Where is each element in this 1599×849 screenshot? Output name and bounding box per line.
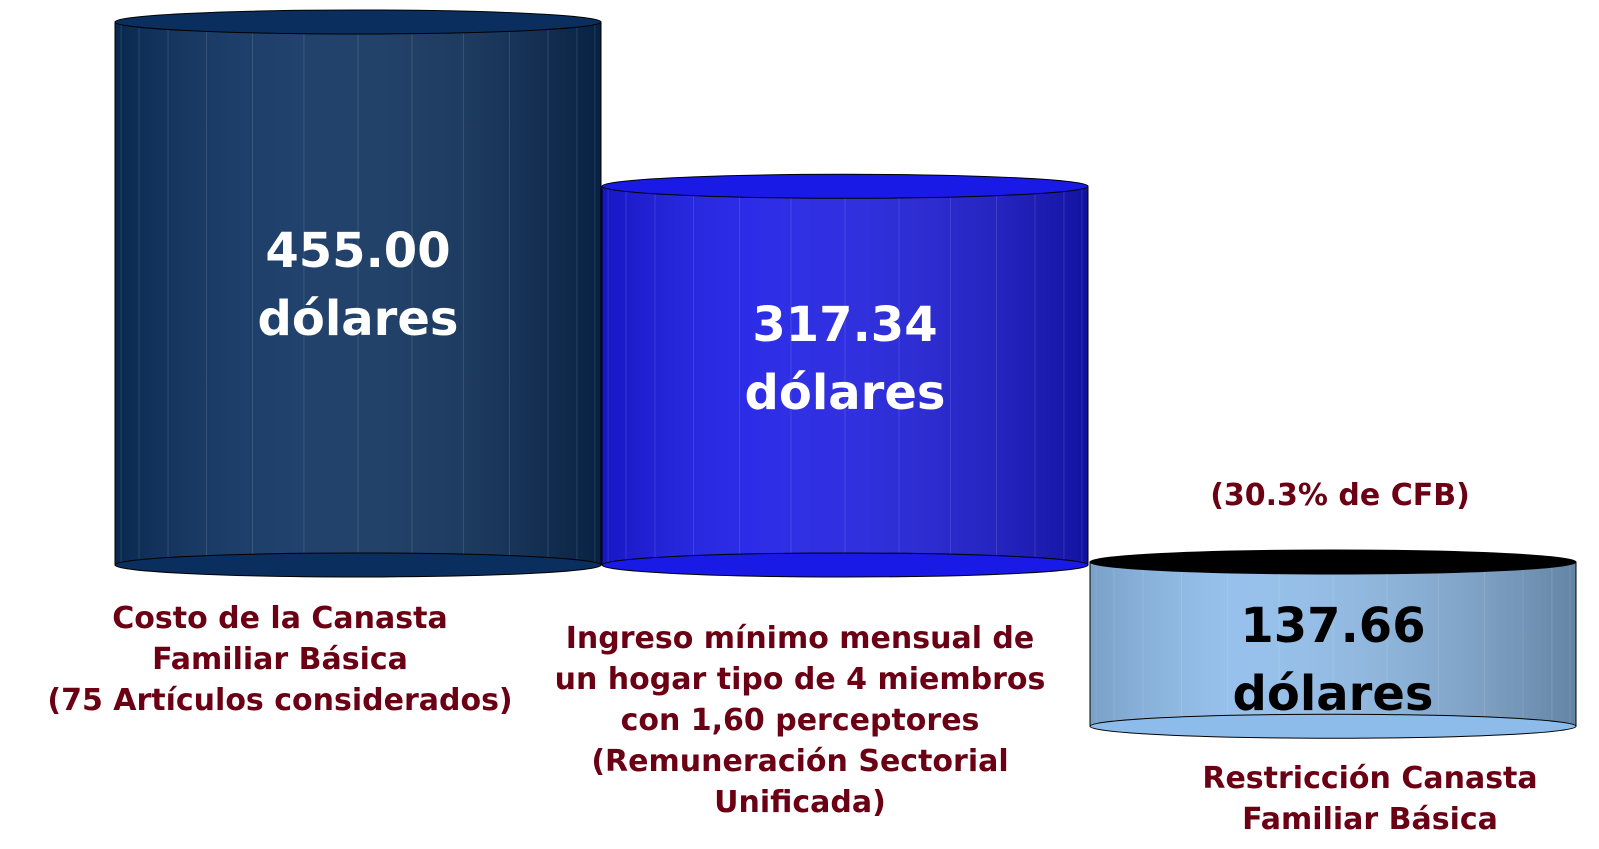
category-label: Costo de la Canasta Familiar Básica (75 … <box>47 601 513 718</box>
category-label: Restricción Canasta Familiar Básica <box>1202 761 1538 837</box>
category-label: Ingreso mínimo mensual de un hogar tipo … <box>554 621 1046 820</box>
value-label: 137.66 dólares <box>1232 598 1434 722</box>
cylinder-top <box>1089 549 1577 575</box>
cylinder-bottom <box>114 552 602 578</box>
value-label: 455.00 dólares <box>257 223 459 347</box>
cylinder-shade <box>1090 562 1576 727</box>
annotation: (30.3% de CFB) <box>1210 478 1470 513</box>
cylinder-bottom <box>1089 713 1577 739</box>
cylinder-top <box>114 9 602 35</box>
cylinder-shade <box>602 186 1088 565</box>
value-label: 317.34 dólares <box>744 297 946 422</box>
cylinder-shade <box>115 22 601 565</box>
cylinder-bottom <box>601 552 1089 578</box>
cylinder-top <box>601 173 1089 199</box>
